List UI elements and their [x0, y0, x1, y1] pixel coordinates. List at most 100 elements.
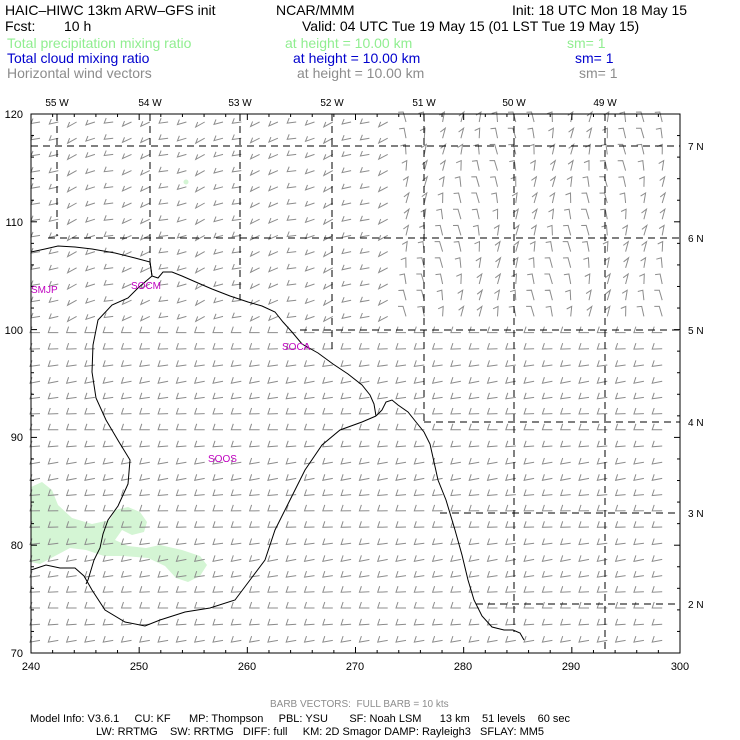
wind-barb: [322, 538, 333, 546]
wind-barb: [84, 457, 95, 465]
wind-barb: [431, 635, 443, 643]
wind-barb: [139, 521, 150, 528]
wind-barb: [322, 186, 334, 193]
wind-barb: [602, 240, 609, 252]
wind-barb: [158, 280, 169, 286]
wind-barb: [230, 342, 242, 350]
wind-barb: [559, 392, 571, 400]
wind-barb: [286, 312, 297, 319]
wind-barb: [450, 342, 461, 350]
wind-barb: [84, 538, 95, 546]
wind-barb: [120, 377, 132, 384]
wind-barb: [582, 241, 590, 252]
lat-label: 6 N: [688, 234, 704, 245]
wind-barb: [212, 377, 224, 384]
wind-barb: [541, 392, 553, 400]
wind-barb: [395, 326, 406, 334]
wind-barb: [120, 538, 132, 546]
wind-barb: [194, 186, 205, 193]
wind-barb: [560, 326, 571, 334]
wind-barb: [303, 618, 315, 626]
y-tick-label: 80: [11, 540, 23, 552]
wind-barb: [421, 175, 429, 187]
wind-barb: [193, 538, 205, 546]
wind-barb: [468, 555, 480, 563]
wind-barb: [267, 298, 279, 306]
wind-barb: [395, 474, 407, 481]
wind-barb: [578, 635, 590, 643]
wind-barb: [230, 474, 242, 481]
wind-barb: [48, 264, 59, 271]
wind-barb: [578, 521, 590, 528]
wind-barb: [286, 231, 297, 238]
wind-barb: [376, 457, 388, 465]
field-precip-name: Total precipitation mixing ratio: [7, 35, 192, 51]
wind-barb: [633, 457, 644, 465]
wind-barb: [65, 504, 77, 512]
station-label: SOCA: [282, 342, 311, 353]
wind-barb: [559, 360, 571, 368]
wind-barb: [614, 601, 626, 609]
wind-barb: [450, 423, 461, 431]
wind-barb: [358, 586, 370, 593]
wind-barb: [231, 312, 242, 319]
wind-barb: [340, 618, 352, 626]
wind-barb: [322, 555, 333, 563]
wind-barb: [30, 150, 41, 157]
wind-barb: [505, 407, 516, 415]
wind-barb: [340, 504, 352, 512]
wind-barb: [230, 423, 242, 431]
wind-barb: [450, 407, 461, 415]
wind-barb: [194, 251, 205, 258]
wind-barb: [599, 192, 608, 204]
wind-barb: [358, 326, 370, 334]
wind-barb: [322, 315, 334, 323]
wind-barb: [65, 570, 77, 578]
wind-barb: [285, 555, 297, 563]
lon-label: 55 W: [45, 98, 69, 109]
wind-barb: [139, 555, 150, 563]
wind-barb: [596, 489, 608, 497]
wind-barb: [249, 153, 260, 160]
wind-barb: [450, 555, 461, 563]
wind-barb: [85, 314, 96, 321]
wind-barb: [158, 166, 169, 173]
wind-barb: [505, 326, 516, 334]
wind-barb: [47, 457, 59, 465]
wind-barb: [322, 360, 333, 368]
wind-barb: [340, 635, 352, 643]
wind-barb: [565, 289, 572, 301]
wind-barb: [85, 249, 96, 256]
wind-barb: [84, 360, 95, 368]
wind-barb: [231, 166, 242, 173]
wind-barb: [267, 504, 278, 512]
barb-note: BARB VECTORS: FULL BARB = 10 kts: [270, 699, 449, 710]
wind-barb: [566, 305, 573, 317]
wind-barb: [614, 555, 626, 563]
wind-barb: [507, 127, 517, 139]
wind-barb: [212, 440, 224, 448]
wind-barb: [578, 326, 589, 334]
wind-barb: [507, 111, 517, 123]
wind-barb: [48, 183, 59, 190]
wind-barb: [285, 601, 297, 609]
wind-barb: [176, 135, 187, 142]
forecast-hour: 10 h: [64, 18, 92, 34]
wind-barb: [341, 264, 352, 271]
wind-barb: [436, 289, 444, 301]
wind-barb: [267, 250, 279, 257]
wind-barb: [413, 377, 425, 384]
wind-barb: [544, 257, 553, 268]
wind-barb: [359, 215, 370, 222]
wind-barb: [322, 489, 333, 497]
wind-barb: [249, 202, 260, 209]
wind-barb: [157, 326, 169, 334]
wind-barb: [395, 440, 407, 448]
wind-barb: [175, 423, 187, 431]
wind-barb: [65, 457, 77, 465]
wind-barb: [139, 266, 151, 274]
wind-barb: [267, 601, 278, 609]
wind-barb: [435, 224, 444, 236]
wind-barb: [359, 264, 370, 271]
wind-barb: [267, 474, 278, 481]
